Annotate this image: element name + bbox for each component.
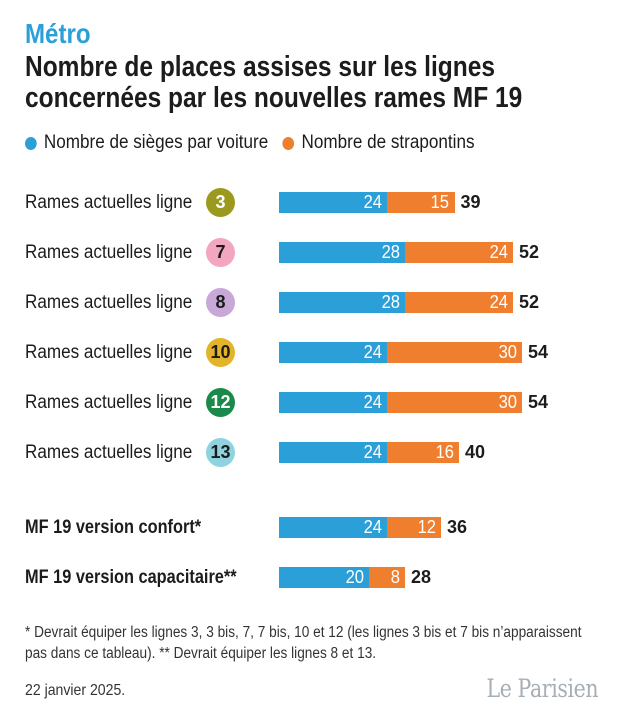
row-label: Rames actuelles ligne: [25, 386, 211, 420]
row-label-text: Rames actuelles ligne: [25, 191, 193, 213]
legend-label-strapontins: Nombre de strapontins: [301, 132, 475, 153]
row-label: Rames actuelles ligne: [25, 236, 211, 270]
row-label-text: Rames actuelles ligne: [25, 291, 193, 313]
bar-value-label: 24: [363, 342, 382, 362]
bar-value-label: 24: [363, 517, 382, 537]
bar-value-label: 30: [498, 342, 517, 362]
row-label-text: Rames actuelles ligne: [25, 241, 193, 263]
bar-strapontins: 16: [387, 442, 459, 463]
bar-seats: 24: [279, 392, 387, 413]
row-label-text: MF 19 version confort*: [25, 516, 202, 538]
bar-seats: 28: [279, 292, 405, 313]
row-label-text: Rames actuelles ligne: [25, 441, 193, 463]
total-label: 52: [519, 242, 540, 262]
bar-value-label: 24: [489, 292, 508, 312]
row-label: MF 19 version capacitaire**: [25, 561, 271, 595]
total-label: 52: [519, 292, 540, 312]
bar-seats: 24: [279, 442, 387, 463]
legend-dot-strapontins: [282, 136, 295, 150]
bar-value-label: 24: [363, 442, 382, 462]
line-badge-3: 3: [206, 188, 235, 217]
legend-label-seats: Nombre de sièges par voiture: [43, 132, 269, 153]
line-badge-7: 7: [206, 238, 235, 267]
row-label: Rames actuelles ligne: [25, 186, 211, 220]
bar-value-label: 30: [498, 392, 517, 412]
total-label: 40: [465, 442, 486, 462]
chart-title: Nombre de places assises sur les lignes …: [25, 51, 523, 114]
bar-strapontins: 30: [387, 392, 522, 413]
bar-strapontins: 15: [387, 192, 455, 213]
line-badge-10: 10: [206, 338, 235, 367]
bar-value-label: 24: [363, 192, 382, 212]
bar-strapontins: 24: [405, 292, 513, 313]
bar-seats: 24: [279, 342, 387, 363]
bar-strapontins: 8: [369, 567, 405, 588]
legend-dot-seats: [25, 136, 37, 150]
footnote: * Devrait équiper les lignes 3, 3 bis, 7…: [25, 624, 582, 662]
le-parisien-logo: Le Parisien: [486, 674, 598, 703]
bar-value-label: 20: [345, 567, 364, 587]
total-label: 54: [528, 392, 549, 412]
kicker: Métro: [25, 18, 91, 49]
total-label: 28: [411, 567, 432, 587]
bar-strapontins: 24: [405, 242, 513, 263]
total-label: 36: [447, 517, 468, 537]
bar-value-label: 16: [435, 442, 454, 462]
total-label: 39: [460, 192, 481, 212]
bar-value-label: 24: [363, 392, 382, 412]
bar-seats: 28: [279, 242, 405, 263]
bar-strapontins: 12: [387, 517, 441, 538]
bar-value-label: 28: [381, 292, 400, 312]
line-badge-12: 12: [206, 388, 235, 417]
bar-value-label: 12: [417, 517, 436, 537]
line-badge-13: 13: [206, 438, 235, 467]
bar-seats: 24: [279, 192, 387, 213]
bar-value-label: 8: [390, 567, 400, 587]
bar-seats: 20: [279, 567, 369, 588]
publication-date: 22 janvier 2025.: [25, 682, 126, 699]
line-badge-8: 8: [206, 288, 235, 317]
row-label-text: Rames actuelles ligne: [25, 341, 193, 363]
row-label: Rames actuelles ligne: [25, 336, 211, 370]
bar-value-label: 15: [431, 192, 450, 212]
row-label: Rames actuelles ligne: [25, 286, 211, 320]
bar-value-label: 24: [489, 242, 508, 262]
bar-strapontins: 30: [387, 342, 522, 363]
legend-item-strapontins: Nombre de strapontins: [282, 132, 475, 154]
legend-item-seats: Nombre de sièges par voiture: [25, 132, 268, 154]
total-label: 54: [528, 342, 549, 362]
row-label-text: MF 19 version capacitaire**: [25, 566, 237, 588]
bar-value-label: 28: [381, 242, 400, 262]
row-label: MF 19 version confort*: [25, 511, 230, 545]
bar-seats: 24: [279, 517, 387, 538]
row-label: Rames actuelles ligne: [25, 436, 211, 470]
row-label-text: Rames actuelles ligne: [25, 391, 193, 413]
legend: Nombre de sièges par voiture Nombre de s…: [25, 131, 489, 155]
